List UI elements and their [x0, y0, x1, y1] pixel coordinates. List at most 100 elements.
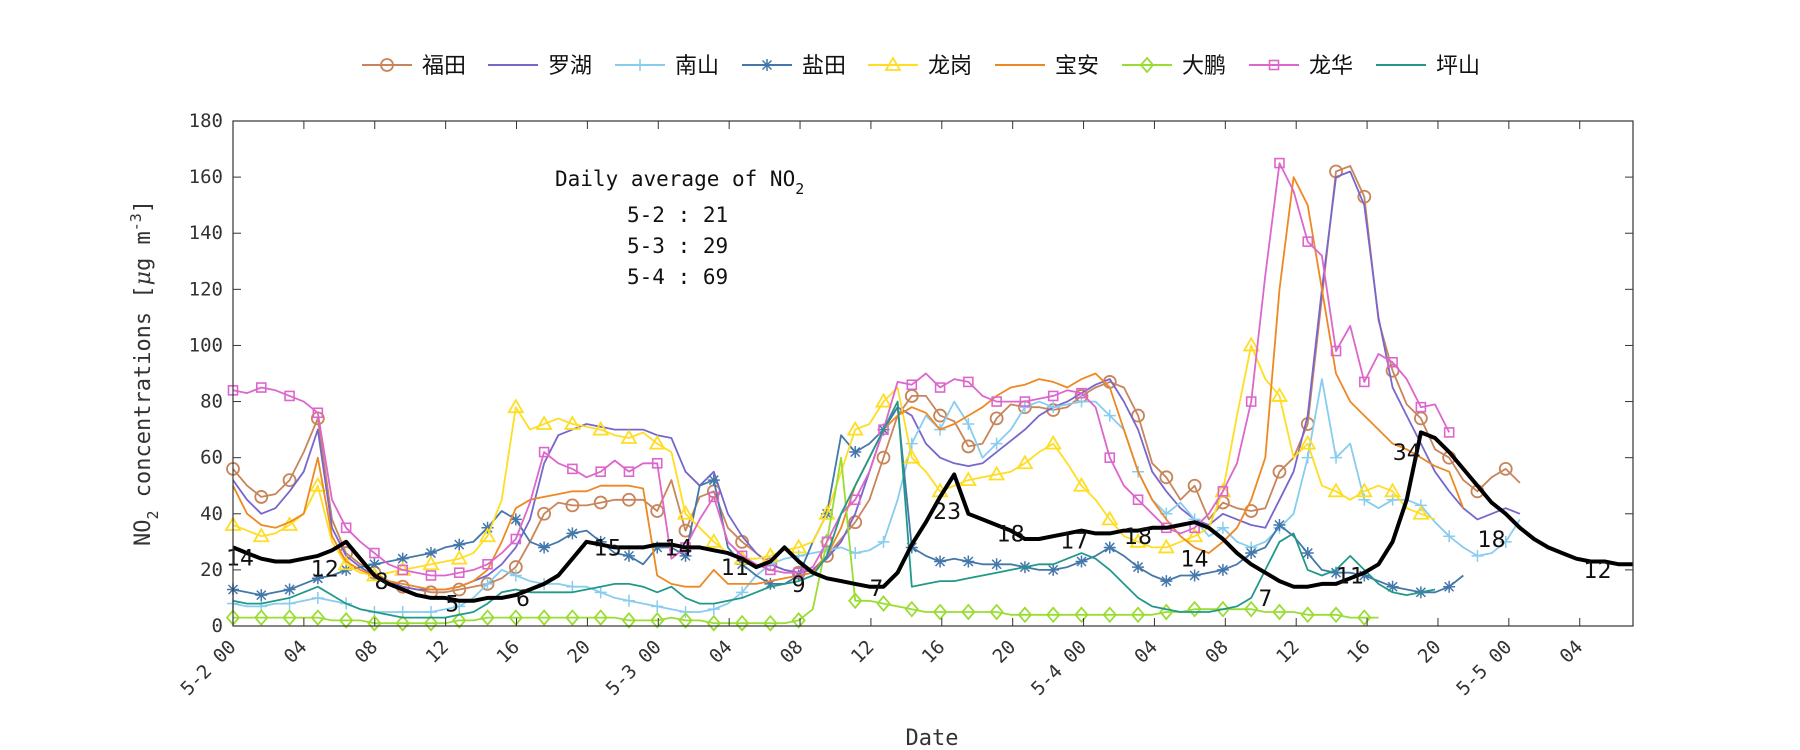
legend-label: 龙岗 [928, 54, 972, 79]
data-point-marker [311, 572, 324, 585]
x-tick-label: 04 [1556, 636, 1588, 668]
data-point-marker [679, 549, 692, 562]
data-point-marker [678, 612, 693, 629]
data-point-marker [706, 614, 721, 632]
y-axis-title-part: ] [131, 200, 156, 213]
data-point-marker [1273, 519, 1286, 531]
series-4 [224, 336, 1436, 582]
x-tick-label: 04 [280, 636, 312, 668]
x-tick-label: 04 [705, 636, 737, 668]
x-tick-label: 12 [847, 636, 879, 668]
data-point-marker [507, 398, 525, 414]
legend-item-5: 宝安 [995, 54, 1099, 79]
average-value-label: 11 [1336, 565, 1364, 590]
data-point-marker [595, 466, 606, 477]
data-point-marker [380, 58, 394, 72]
x-tick-label: 08 [1201, 636, 1233, 668]
data-point-marker [338, 612, 354, 629]
data-point-marker [254, 490, 269, 504]
data-point-marker [934, 555, 947, 568]
data-point-marker [1104, 452, 1116, 463]
data-point-marker [1130, 606, 1146, 624]
data-point-marker [1047, 390, 1059, 402]
data-point-marker [310, 609, 326, 626]
average-value-label: 14 [226, 546, 254, 571]
data-point-marker [1359, 376, 1370, 388]
data-point-marker [368, 558, 381, 571]
data-point-marker [1160, 575, 1173, 588]
data-point-marker [1075, 555, 1088, 568]
data-point-marker [707, 603, 720, 616]
data-point-marker [904, 600, 919, 618]
data-point-marker [932, 603, 948, 621]
data-point-marker [1101, 510, 1119, 526]
x-tick-label: 5-5 00 [1452, 636, 1516, 700]
data-point-marker [565, 498, 580, 513]
data-point-marker [961, 439, 976, 454]
data-point-marker [1499, 535, 1512, 548]
y-tick-label: 140 [189, 222, 223, 244]
data-point-marker [478, 527, 497, 543]
data-point-marker [1274, 157, 1285, 169]
data-point-marker [508, 609, 524, 626]
data-point-marker [1386, 580, 1399, 593]
data-point-marker [651, 457, 663, 469]
y-tick-label: 20 [200, 559, 223, 581]
data-point-marker [1242, 336, 1260, 352]
series-line [232, 378, 1521, 613]
data-point-marker [876, 595, 891, 612]
data-point-marker [651, 600, 664, 613]
average-value-label: 14 [664, 536, 692, 561]
data-point-marker [453, 567, 465, 578]
legend-item-1: 罗湖 [488, 54, 592, 79]
data-point-marker [1443, 580, 1456, 593]
average-value-label: 18 [1478, 528, 1506, 553]
data-point-marker [509, 513, 522, 526]
data-point-marker [963, 376, 974, 388]
data-point-marker [988, 465, 1006, 481]
y-axis-title-part: concentrations [ [131, 285, 156, 510]
data-point-marker [1019, 396, 1031, 407]
data-point-marker [905, 437, 918, 450]
data-point-marker [650, 612, 665, 629]
data-point-marker [563, 415, 581, 430]
average-value-label: 6 [516, 587, 530, 612]
data-point-marker [1245, 396, 1257, 407]
data-point-marker [284, 390, 295, 402]
data-point-marker [480, 609, 495, 626]
data-point-marker [1272, 603, 1287, 621]
data-point-marker [1157, 538, 1175, 554]
data-point-marker [1216, 563, 1229, 576]
data-point-marker [962, 418, 975, 430]
data-point-marker [282, 473, 297, 488]
data-point-marker [1328, 606, 1344, 624]
data-point-marker [509, 569, 522, 582]
data-point-marker [1301, 547, 1314, 560]
data-point-marker [254, 609, 269, 626]
x-tick-label: 12 [421, 636, 453, 668]
data-point-marker [567, 463, 578, 475]
data-point-marker [989, 603, 1004, 621]
data-point-marker [1387, 356, 1398, 368]
average-value-label: 11 [721, 556, 749, 581]
data-point-marker [1471, 549, 1484, 562]
x-axis-title: Date [906, 726, 959, 750]
data-point-marker [423, 614, 439, 632]
data-point-marker [1268, 59, 1280, 71]
average-value-label: 12 [311, 557, 339, 582]
legend-item-7: 龙华 [1249, 54, 1353, 79]
data-point-marker [453, 538, 466, 551]
data-point-marker [634, 59, 646, 71]
data-point-marker [761, 59, 773, 71]
y-axis-title: NO2 concentrations [μg m-3] [127, 200, 162, 546]
data-point-marker [450, 549, 468, 565]
y-tick-label: 80 [200, 391, 223, 413]
series-8 [232, 400, 1436, 619]
data-point-marker [791, 612, 806, 629]
data-point-marker [536, 609, 552, 626]
data-point-marker [793, 567, 804, 578]
legend-label: 南山 [675, 54, 719, 79]
data-point-marker [255, 589, 268, 602]
data-point-marker [537, 506, 552, 521]
data-point-marker [1355, 482, 1373, 498]
